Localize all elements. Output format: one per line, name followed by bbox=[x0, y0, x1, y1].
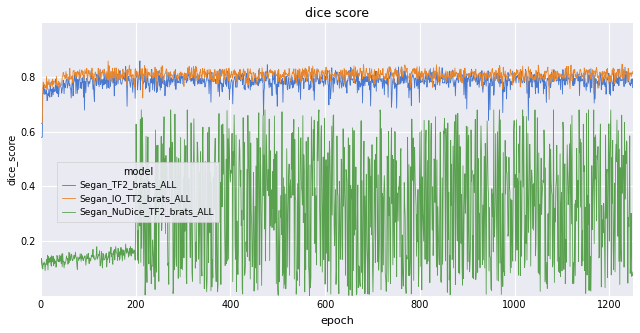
Segan_NuDice_TF2_brats_ALL bbox=[191, 266, 199, 270]
Segan_TF2_brats_ALL bbox=[420, 72, 428, 76]
Segan_NuDice_TF2_brats_ALL bbox=[138, 108, 145, 112]
Segan_IO_TT2_brats_ALL bbox=[307, 77, 314, 81]
Segan_TF2_brats_ALL bbox=[180, 81, 188, 85]
Legend: Segan_TF2_brats_ALL, Segan_IO_TT2_brats_ALL, Segan_NuDice_TF2_brats_ALL: Segan_TF2_brats_ALL, Segan_IO_TT2_brats_… bbox=[57, 162, 219, 222]
Segan_IO_TT2_brats_ALL bbox=[37, 122, 45, 126]
Segan_IO_TT2_brats_ALL bbox=[104, 59, 112, 63]
Segan_TF2_brats_ALL bbox=[330, 90, 337, 94]
Segan_NuDice_TF2_brats_ALL bbox=[180, 175, 188, 179]
Segan_NuDice_TF2_brats_ALL bbox=[306, 294, 314, 298]
Segan_TF2_brats_ALL bbox=[37, 135, 45, 139]
X-axis label: epoch: epoch bbox=[320, 316, 354, 326]
Segan_NuDice_TF2_brats_ALL bbox=[628, 273, 636, 277]
Segan_NuDice_TF2_brats_ALL bbox=[37, 266, 45, 270]
Segan_IO_TT2_brats_ALL bbox=[191, 79, 199, 83]
Segan_TF2_brats_ALL bbox=[628, 86, 636, 90]
Line: Segan_NuDice_TF2_brats_ALL: Segan_NuDice_TF2_brats_ALL bbox=[41, 110, 632, 296]
Line: Segan_TF2_brats_ALL: Segan_TF2_brats_ALL bbox=[41, 61, 632, 137]
Segan_IO_TT2_brats_ALL bbox=[628, 70, 636, 74]
Title: dice score: dice score bbox=[305, 7, 369, 20]
Segan_NuDice_TF2_brats_ALL bbox=[420, 118, 428, 122]
Segan_IO_TT2_brats_ALL bbox=[420, 72, 428, 76]
Segan_TF2_brats_ALL bbox=[307, 80, 314, 84]
Segan_TF2_brats_ALL bbox=[351, 78, 358, 82]
Segan_TF2_brats_ALL bbox=[191, 72, 199, 76]
Segan_NuDice_TF2_brats_ALL bbox=[307, 276, 315, 280]
Segan_NuDice_TF2_brats_ALL bbox=[351, 186, 359, 190]
Segan_TF2_brats_ALL bbox=[136, 59, 144, 63]
Segan_IO_TT2_brats_ALL bbox=[330, 73, 337, 77]
Segan_NuDice_TF2_brats_ALL bbox=[330, 113, 337, 117]
Segan_IO_TT2_brats_ALL bbox=[351, 81, 358, 85]
Line: Segan_IO_TT2_brats_ALL: Segan_IO_TT2_brats_ALL bbox=[41, 61, 632, 124]
Segan_IO_TT2_brats_ALL bbox=[180, 76, 188, 80]
Y-axis label: dice_score: dice_score bbox=[7, 134, 18, 185]
